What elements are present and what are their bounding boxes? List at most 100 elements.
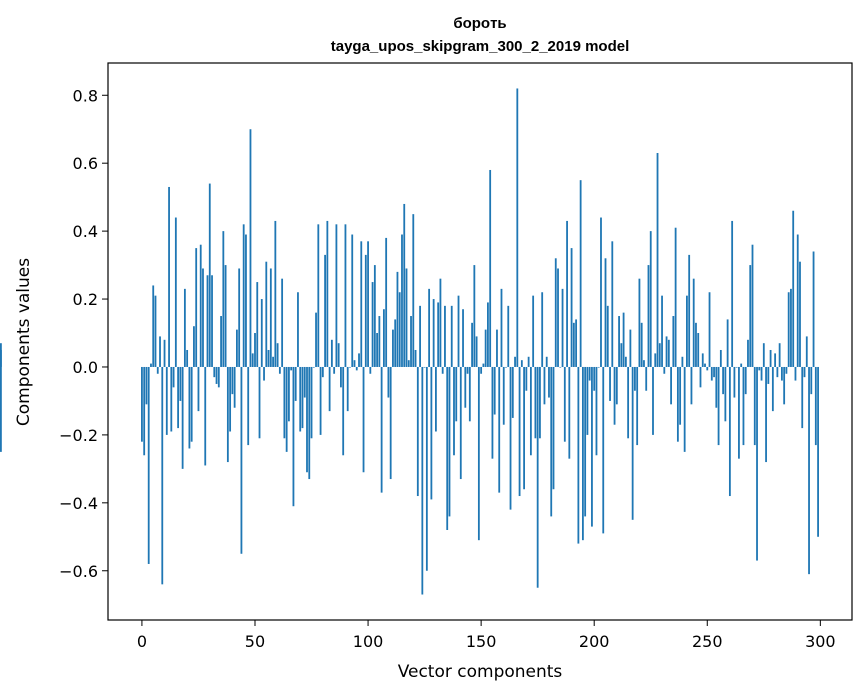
bar [595,366,598,456]
bar [170,366,173,432]
bar [762,343,765,367]
bar [231,366,234,395]
bar [539,366,541,439]
bar [505,366,507,368]
bar [403,203,406,367]
bar [636,366,639,446]
bar [588,366,591,381]
bar [487,302,489,367]
bar [604,258,607,367]
bar [441,366,444,374]
bar [337,343,340,367]
bar [353,360,356,367]
bar [550,366,553,517]
chart-subtitle: tayga_upos_skipgram_300_2_2019 model [331,38,630,55]
bar [288,366,290,422]
bar [803,366,806,378]
y-tick-label: 0.0 [73,358,98,377]
bar [606,305,609,367]
bar [810,366,813,395]
bar [557,268,559,367]
bar [439,278,442,367]
bar [733,366,736,398]
bar [778,343,781,367]
bar [455,366,458,422]
y-tick-label: −0.4 [59,494,98,513]
bar [545,356,548,367]
bar [473,265,476,367]
bar [213,366,216,378]
bar [376,333,379,367]
bar [656,153,659,367]
bar [147,366,150,564]
bar [394,319,397,367]
bar [319,366,322,435]
bar [281,278,284,367]
bar [561,288,564,367]
x-axis-label: Vector components [398,662,563,682]
bar [683,366,686,452]
bar [527,356,530,367]
bar [602,366,605,534]
bar [297,292,299,367]
bar [507,305,510,367]
bar [145,366,148,405]
bar [579,180,582,367]
bar [141,366,143,442]
bar [520,360,523,367]
bar [265,261,268,367]
bar [335,224,338,367]
bar [242,224,245,367]
y-tick-label: 0.6 [73,154,98,173]
bar [686,295,688,367]
bar [676,366,679,442]
x-tick-label: 200 [579,632,610,651]
bar [217,366,220,388]
bar [181,366,184,469]
bar [405,268,408,367]
y-axis-ticks: −0.6 −0.4 −0.2 0.0 0.2 0.4 0.6 0.8 [59,86,108,581]
bar [792,210,795,367]
bar [355,366,358,371]
bar [808,366,810,575]
bar [190,366,193,442]
bar [294,366,297,401]
bar [256,282,259,367]
bar [724,366,727,422]
bar [760,366,763,381]
bar [747,339,749,367]
bar [597,366,600,368]
bar [453,366,455,456]
bar [247,366,250,446]
bar [591,366,593,527]
bar [552,366,555,490]
bar [629,329,632,367]
x-tick-label: 250 [692,632,723,651]
bar [649,231,652,367]
bar [342,366,345,456]
bar [776,366,779,378]
bar [523,366,525,490]
bar [812,251,815,367]
bar [554,258,557,367]
bar-series [0,88,819,595]
bar [367,241,369,367]
bar [790,288,792,367]
bar [568,366,571,459]
bar [186,349,189,367]
bar [701,353,704,367]
y-tick-label: 0.8 [73,86,98,105]
bar [154,295,157,367]
bar [706,366,709,371]
bar [785,366,788,374]
bar [699,366,702,388]
bar [622,312,625,367]
bar [312,366,315,368]
bar [315,312,317,367]
bar [344,224,347,367]
bar [516,88,519,367]
bar [627,366,630,439]
bar [475,336,478,367]
bar [654,353,657,367]
bar [593,366,596,391]
